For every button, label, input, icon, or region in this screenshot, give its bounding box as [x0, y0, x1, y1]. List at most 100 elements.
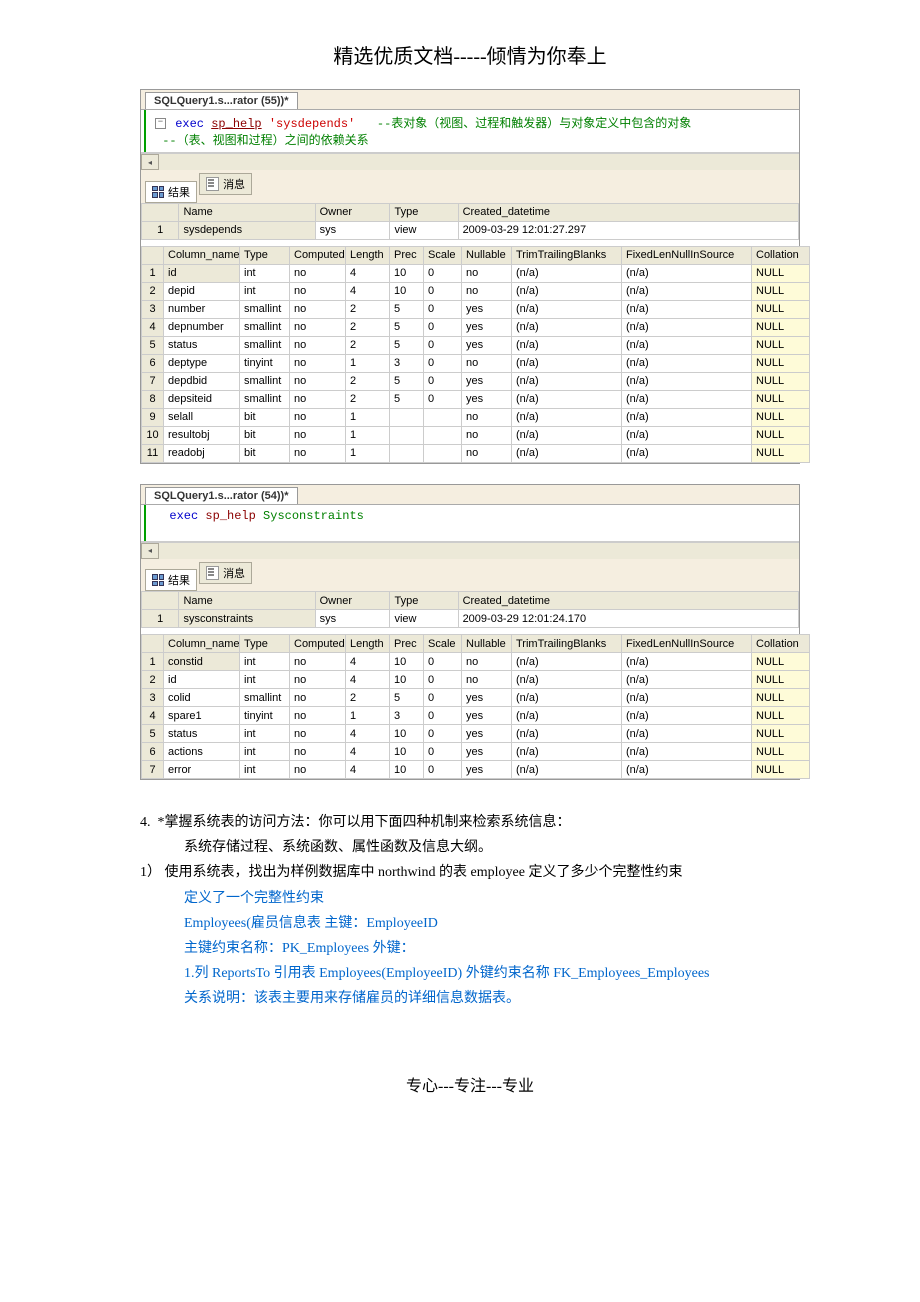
cell[interactable]: (n/a) — [622, 336, 752, 354]
cell[interactable]: 4 — [346, 671, 390, 689]
cell[interactable]: 0 — [424, 725, 462, 743]
cell[interactable]: 0 — [424, 707, 462, 725]
column-header[interactable]: Length — [346, 246, 390, 264]
cell[interactable]: NULL — [752, 426, 810, 444]
column-header[interactable]: Nullable — [462, 635, 512, 653]
cell[interactable]: constid — [164, 653, 240, 671]
cell[interactable]: (n/a) — [512, 264, 622, 282]
row-number[interactable]: 5 — [142, 336, 164, 354]
column-header[interactable]: Column_name — [164, 635, 240, 653]
cell[interactable]: NULL — [752, 444, 810, 462]
cell[interactable] — [390, 426, 424, 444]
cell[interactable]: smallint — [240, 336, 290, 354]
cell[interactable]: 2 — [346, 372, 390, 390]
cell[interactable]: no — [462, 354, 512, 372]
cell[interactable]: 0 — [424, 761, 462, 779]
row-number[interactable]: 9 — [142, 408, 164, 426]
cell[interactable]: 0 — [424, 671, 462, 689]
cell[interactable]: int — [240, 743, 290, 761]
cell[interactable]: yes — [462, 336, 512, 354]
cell[interactable]: 0 — [424, 336, 462, 354]
cell[interactable]: (n/a) — [512, 390, 622, 408]
cell[interactable]: view — [390, 610, 458, 628]
cell[interactable]: no — [290, 761, 346, 779]
cell[interactable]: 10 — [390, 761, 424, 779]
cell[interactable]: 10 — [390, 725, 424, 743]
column-header[interactable]: Type — [390, 203, 458, 221]
cell[interactable]: 3 — [390, 354, 424, 372]
cell[interactable]: 1 — [346, 354, 390, 372]
cell[interactable]: no — [290, 300, 346, 318]
cell[interactable]: 0 — [424, 743, 462, 761]
column-header[interactable]: Computed — [290, 635, 346, 653]
cell[interactable]: 10 — [390, 264, 424, 282]
cell[interactable]: 2 — [346, 300, 390, 318]
cell[interactable]: NULL — [752, 354, 810, 372]
cell[interactable]: (n/a) — [512, 300, 622, 318]
cell[interactable] — [424, 408, 462, 426]
scroll-left-icon[interactable]: ◂ — [141, 543, 159, 559]
cell[interactable]: bit — [240, 426, 290, 444]
column-header[interactable]: Column_name — [164, 246, 240, 264]
cell[interactable]: 5 — [390, 689, 424, 707]
cell[interactable]: bit — [240, 408, 290, 426]
cell[interactable]: (n/a) — [512, 671, 622, 689]
cell[interactable]: NULL — [752, 707, 810, 725]
cell[interactable]: (n/a) — [622, 318, 752, 336]
row-number[interactable]: 8 — [142, 390, 164, 408]
horizontal-scrollbar[interactable]: ◂ — [141, 542, 799, 559]
cell[interactable]: (n/a) — [512, 725, 622, 743]
cell[interactable]: (n/a) — [512, 743, 622, 761]
cell[interactable]: NULL — [752, 725, 810, 743]
code-editor[interactable]: exec sp_help Sysconstraints — [141, 505, 799, 542]
column-header[interactable]: Created_datetime — [458, 203, 798, 221]
cell[interactable]: NULL — [752, 689, 810, 707]
column-header[interactable]: Scale — [424, 635, 462, 653]
cell[interactable]: (n/a) — [512, 761, 622, 779]
cell[interactable]: 0 — [424, 653, 462, 671]
cell[interactable]: int — [240, 671, 290, 689]
cell[interactable]: yes — [462, 761, 512, 779]
cell[interactable]: (n/a) — [622, 426, 752, 444]
cell[interactable]: colid — [164, 689, 240, 707]
messages-tab[interactable]: 消息 — [199, 562, 252, 584]
cell[interactable]: 4 — [346, 282, 390, 300]
column-header[interactable]: Owner — [315, 203, 390, 221]
cell[interactable]: (n/a) — [622, 390, 752, 408]
cell[interactable]: 10 — [390, 743, 424, 761]
cell[interactable]: (n/a) — [512, 318, 622, 336]
cell[interactable]: 4 — [346, 264, 390, 282]
cell[interactable]: depsiteid — [164, 390, 240, 408]
cell[interactable]: status — [164, 725, 240, 743]
cell[interactable]: int — [240, 282, 290, 300]
cell[interactable]: no — [462, 408, 512, 426]
cell[interactable]: (n/a) — [512, 707, 622, 725]
cell[interactable]: (n/a) — [512, 354, 622, 372]
cell[interactable]: 2009-03-29 12:01:27.297 — [458, 221, 798, 239]
cell[interactable]: 0 — [424, 354, 462, 372]
cell[interactable] — [424, 426, 462, 444]
cell[interactable]: 2 — [346, 336, 390, 354]
cell[interactable]: (n/a) — [622, 300, 752, 318]
cell[interactable]: no — [290, 725, 346, 743]
cell[interactable]: 5 — [390, 390, 424, 408]
row-number[interactable]: 11 — [142, 444, 164, 462]
cell[interactable]: 0 — [424, 390, 462, 408]
column-header[interactable]: FixedLenNullInSource — [622, 635, 752, 653]
cell[interactable]: sys — [315, 610, 390, 628]
cell[interactable]: no — [462, 444, 512, 462]
cell[interactable]: bit — [240, 444, 290, 462]
cell[interactable]: (n/a) — [622, 689, 752, 707]
column-header[interactable]: Prec — [390, 635, 424, 653]
scroll-left-icon[interactable]: ◂ — [141, 154, 159, 170]
cell[interactable]: NULL — [752, 761, 810, 779]
cell[interactable]: 0 — [424, 372, 462, 390]
column-header[interactable]: Collation — [752, 246, 810, 264]
results-tab[interactable]: 结果 — [145, 181, 197, 203]
cell[interactable]: no — [462, 653, 512, 671]
column-header[interactable]: Type — [240, 635, 290, 653]
cell[interactable]: no — [290, 390, 346, 408]
cell[interactable]: 5 — [390, 318, 424, 336]
cell[interactable]: smallint — [240, 390, 290, 408]
cell[interactable]: 0 — [424, 282, 462, 300]
